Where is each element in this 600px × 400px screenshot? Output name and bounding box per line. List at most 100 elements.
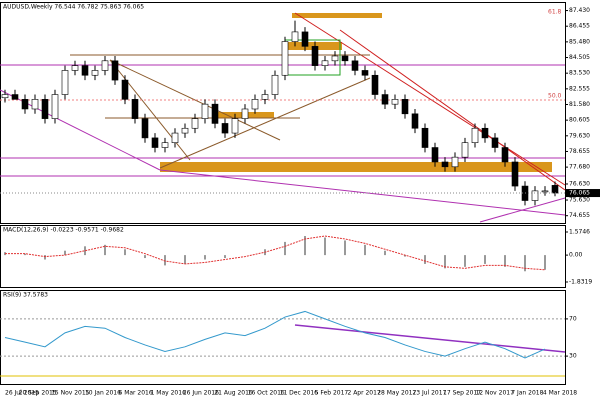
y-tick-label: -1.8319 — [569, 279, 592, 286]
x-tick-label: 12 Nov 2017 — [475, 390, 514, 397]
x-tick-label: 26 Jul 2015 — [5, 390, 39, 397]
candle-body — [341, 55, 349, 62]
macd-bar — [204, 255, 206, 260]
candle-body — [331, 55, 339, 62]
macd-bar — [404, 255, 406, 257]
macd-bar — [464, 255, 466, 267]
macd-bar — [284, 241, 286, 256]
last-price-box — [566, 189, 600, 198]
fib-label: 50.0 — [548, 93, 562, 100]
macd-bar — [504, 255, 506, 267]
x-tick-label: 5 Feb 2017 — [315, 390, 349, 397]
candle-body — [371, 74, 379, 95]
candle-body — [31, 99, 39, 110]
rsi-frame — [0, 290, 566, 385]
y-tick-label: 78.655 — [569, 148, 590, 155]
macd-bar — [384, 250, 386, 256]
candle-body — [451, 156, 459, 168]
macd-bar — [484, 255, 486, 264]
x-tick-label: 16 Oct 2016 — [248, 390, 285, 397]
y-tick-label: 81.580 — [569, 101, 590, 108]
candle-body — [11, 94, 19, 100]
signal-line — [5, 235, 546, 271]
candle-body — [311, 46, 319, 66]
candle-body — [231, 118, 239, 134]
macd-frame — [0, 225, 566, 288]
candle-body — [121, 79, 129, 100]
candle-body — [551, 185, 559, 194]
candle-body — [361, 70, 369, 76]
candle-body — [441, 161, 449, 168]
candle-body — [481, 127, 489, 139]
chart-title: AUDUSD,Weekly 76.544 76.782 75.863 76.06… — [3, 4, 144, 11]
candle-body — [171, 132, 179, 144]
y-tick-label: 70 — [569, 315, 577, 322]
y-tick-label: 79.630 — [569, 132, 590, 139]
macd-bar — [144, 255, 146, 259]
macd-bar — [104, 244, 106, 256]
y-tick-label: 85.480 — [569, 38, 590, 45]
x-tick-label: 4 Mar 2018 — [543, 390, 577, 397]
candle-body — [21, 99, 29, 110]
x-tick-label: 23 Jul 2017 — [412, 390, 446, 397]
y-tick-label: 82.555 — [569, 85, 590, 92]
y-tick-label: 0.00 — [569, 252, 583, 259]
macd-bar — [424, 255, 426, 264]
macd-bar — [304, 236, 306, 256]
candle-body — [151, 137, 159, 148]
x-tick-label: 6 Mar 2016 — [118, 390, 152, 397]
candle-body — [491, 137, 499, 148]
last-price-label: 76.065 — [569, 190, 590, 197]
x-tick-label: 2 Apr 2017 — [347, 390, 380, 397]
candle-body — [501, 147, 509, 163]
candle-body — [221, 123, 229, 134]
macd-bar — [324, 237, 326, 256]
macd-bar — [544, 255, 546, 270]
candle-body — [291, 31, 299, 42]
candle-body — [41, 99, 49, 119]
candle-body — [51, 94, 59, 119]
fib-label: 61.8 — [548, 9, 562, 16]
rsi-line — [4, 310, 546, 359]
candle-body — [511, 161, 519, 187]
x-tick-label: 17 Sep 2017 — [443, 390, 481, 397]
macd-bar — [444, 255, 446, 269]
x-tick-label: 20 Sep 2015 — [19, 390, 57, 397]
x-tick-label: 28 May 2017 — [377, 390, 416, 397]
candle-body — [91, 70, 99, 76]
y-tick-label: 86.455 — [569, 23, 590, 30]
candle-body — [401, 99, 409, 115]
candle-body — [101, 60, 109, 71]
x-tick-label: 15 Nov 2015 — [51, 390, 90, 397]
macd-bar — [24, 253, 26, 256]
candle-body — [541, 190, 549, 193]
candle-body — [411, 113, 419, 129]
candle-body — [251, 99, 259, 110]
candle-body — [461, 142, 469, 158]
candle-body — [81, 65, 89, 76]
y-tick-label: 80.605 — [569, 117, 590, 124]
candle-body — [421, 127, 429, 148]
candle-body — [61, 70, 69, 95]
candle-body — [201, 103, 209, 119]
y-tick-label: 83.530 — [569, 70, 590, 77]
candle-body — [281, 41, 289, 76]
x-tick-label: 11 Dec 2016 — [280, 390, 319, 397]
macd-bar — [224, 255, 226, 259]
x-tick-label: 7 Jan 2018 — [511, 390, 543, 397]
y-tick-label: 75.630 — [569, 197, 590, 204]
macd-bar — [344, 240, 346, 256]
macd-bar — [64, 250, 66, 256]
candle-body — [301, 31, 309, 47]
x-tick-label: 10 Jan 2016 — [85, 390, 121, 397]
candle-body — [1, 94, 9, 99]
candle-body — [111, 60, 119, 81]
y-tick-label: 1.5746 — [569, 229, 590, 236]
candle-body — [181, 127, 189, 134]
x-tick-label: 1 May 2016 — [151, 390, 186, 397]
y-tick-label: 76.630 — [569, 180, 590, 187]
macd-bar — [124, 249, 126, 256]
candle-body — [241, 108, 249, 119]
